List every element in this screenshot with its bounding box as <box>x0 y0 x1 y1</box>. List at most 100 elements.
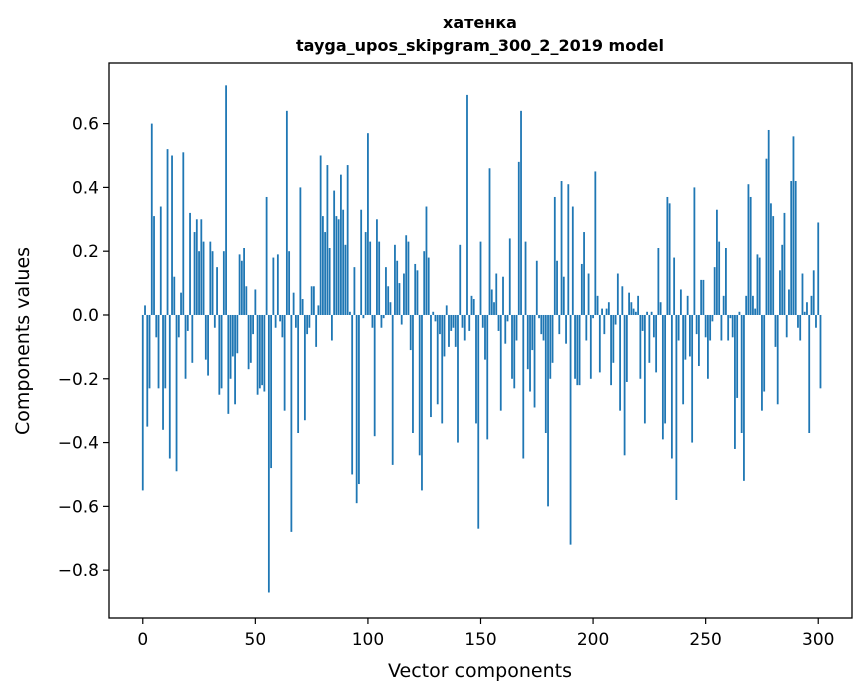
bar-131 <box>436 314 439 405</box>
bar-286 <box>785 314 788 338</box>
bar-61 <box>279 314 282 322</box>
y-tick-label: 0.6 <box>72 115 99 135</box>
bar-19 <box>184 314 187 379</box>
bar-2 <box>146 314 149 427</box>
bar-116 <box>403 273 405 315</box>
bar-150 <box>479 241 482 315</box>
plot-frame <box>108 62 853 619</box>
bar-65 <box>288 251 291 315</box>
bar-273 <box>756 254 759 315</box>
bar-9 <box>162 314 164 430</box>
y-axis-label: Components values <box>12 247 34 435</box>
bar-167 <box>517 161 520 315</box>
bar-31 <box>211 251 214 315</box>
bar-121 <box>414 263 417 315</box>
bar-123 <box>418 314 421 456</box>
bar-208 <box>610 314 612 386</box>
bar-141 <box>459 244 462 315</box>
bar-95 <box>355 314 358 504</box>
bar-107 <box>382 314 385 319</box>
bar-20 <box>186 314 189 331</box>
bar-256 <box>718 241 721 315</box>
bar-245 <box>693 187 696 315</box>
bar-68 <box>294 314 297 328</box>
bar-189 <box>567 184 570 315</box>
bar-247 <box>698 314 700 367</box>
bar-171 <box>526 314 529 370</box>
bar-130 <box>434 314 437 322</box>
bar-169 <box>522 314 525 459</box>
bar-222 <box>641 314 644 331</box>
bar-152 <box>484 314 486 360</box>
bar-176 <box>538 314 540 319</box>
bar-59 <box>274 314 277 328</box>
bar-259 <box>725 248 727 315</box>
bar-173 <box>531 314 534 351</box>
bar-118 <box>407 241 410 315</box>
bar-90 <box>344 244 347 315</box>
bar-193 <box>576 314 579 386</box>
bar-269 <box>747 184 750 315</box>
bar-56 <box>267 314 270 593</box>
bar-295 <box>806 302 808 315</box>
bar-249 <box>702 279 705 315</box>
bar-212 <box>619 314 621 411</box>
bar-268 <box>745 295 748 315</box>
bar-277 <box>765 158 768 315</box>
bar-14 <box>173 276 176 315</box>
bar-161 <box>504 314 507 344</box>
chart-title-line-1: хатенка <box>443 13 517 32</box>
bar-135 <box>445 305 448 315</box>
x-axis-ticks: 0 50 100 150 200 250 300 <box>137 618 834 650</box>
bar-170 <box>524 241 527 315</box>
bar-79 <box>319 155 322 315</box>
bar-211 <box>616 273 619 315</box>
bar-104 <box>376 219 378 315</box>
bar-71 <box>301 299 304 315</box>
bar-168 <box>520 110 522 315</box>
bar-134 <box>443 314 446 357</box>
bar-25 <box>198 251 200 315</box>
bar-57 <box>270 314 273 469</box>
bar-120 <box>412 314 414 433</box>
bar-41 <box>234 314 236 405</box>
bar-217 <box>630 302 633 315</box>
bar-4 <box>150 123 153 315</box>
bar-172 <box>529 314 531 392</box>
bar-0 <box>141 314 144 491</box>
bar-233 <box>666 196 669 315</box>
bar-200 <box>592 314 594 319</box>
bar-139 <box>454 314 457 347</box>
bar-74 <box>308 314 311 328</box>
bar-210 <box>614 314 617 325</box>
bar-102 <box>371 314 374 328</box>
bar-108 <box>385 267 387 315</box>
bar-237 <box>675 314 678 500</box>
bar-224 <box>646 311 649 315</box>
bar-93 <box>351 314 354 475</box>
bar-128 <box>430 314 432 418</box>
bar-230 <box>659 302 662 315</box>
bar-160 <box>502 276 504 315</box>
bar-101 <box>369 241 372 315</box>
bar-49 <box>252 314 254 335</box>
bar-6 <box>155 314 158 338</box>
bar-292 <box>799 314 802 341</box>
bar-114 <box>398 283 401 315</box>
bar-54 <box>263 314 266 392</box>
bar-283 <box>779 270 781 315</box>
bar-111 <box>391 314 394 465</box>
bar-35 <box>220 314 223 389</box>
bar-99 <box>364 232 367 315</box>
x-axis-label: Vector components <box>388 660 572 682</box>
y-tick-label: −0.8 <box>58 561 99 581</box>
bar-163 <box>508 238 511 315</box>
bar-271 <box>752 295 754 315</box>
bar-299 <box>815 314 817 328</box>
bar-103 <box>373 314 376 437</box>
bar-113 <box>396 260 399 315</box>
bar-218 <box>632 308 635 315</box>
bar-291 <box>797 314 799 328</box>
bar-17 <box>180 292 182 315</box>
bar-234 <box>668 203 671 315</box>
